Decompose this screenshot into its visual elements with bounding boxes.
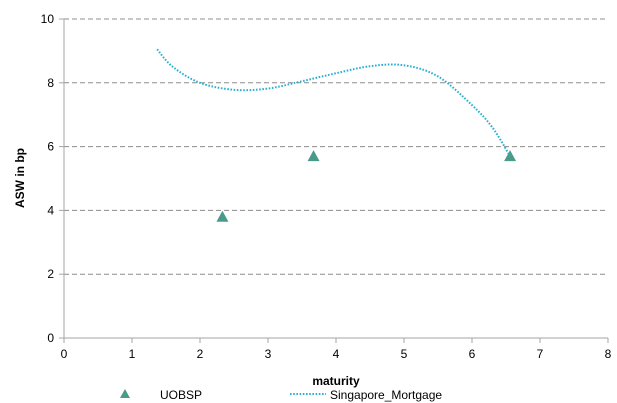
x-tick-label-7: 7 (537, 347, 544, 361)
y-tick-label-4: 4 (47, 203, 54, 217)
y-tick-labels: 0 2 4 6 8 10 (41, 12, 64, 345)
y-tick-label-0: 0 (47, 331, 54, 345)
series-line-singapore-mortgage (156, 48, 511, 157)
x-tick-label-0: 0 (61, 347, 68, 361)
series-layer (156, 48, 517, 222)
legend-item-uobsp: UOBSP (120, 388, 202, 402)
uobsp-point-1 (216, 210, 229, 222)
legend: UOBSP Singapore_Mortgage (120, 388, 442, 402)
x-tick-label-5: 5 (401, 347, 408, 361)
x-tick-label-8: 8 (605, 347, 612, 361)
x-tick-label-1: 1 (129, 347, 136, 361)
legend-label-singapore-mortgage: Singapore_Mortgage (330, 388, 442, 402)
y-axis-title: ASW in bp (13, 148, 27, 208)
x-axis-title: maturity (312, 374, 360, 388)
uobsp-point-2 (307, 150, 320, 162)
x-tick-label-3: 3 (265, 347, 272, 361)
y-tick-label-6: 6 (47, 140, 54, 154)
x-tick-label-6: 6 (469, 347, 476, 361)
gridlines (64, 18, 608, 275)
legend-triangle-marker (120, 389, 130, 398)
x-tick-labels: 0 1 2 3 4 5 6 7 8 (61, 338, 612, 361)
legend-item-singapore-mortgage: Singapore_Mortgage (290, 388, 442, 402)
legend-label-uobsp: UOBSP (160, 388, 202, 402)
y-tick-label-10: 10 (41, 12, 55, 26)
x-tick-label-2: 2 (197, 347, 204, 361)
x-tick-label-4: 4 (333, 347, 340, 361)
y-tick-label-8: 8 (47, 76, 54, 90)
y-tick-label-2: 2 (47, 267, 54, 281)
